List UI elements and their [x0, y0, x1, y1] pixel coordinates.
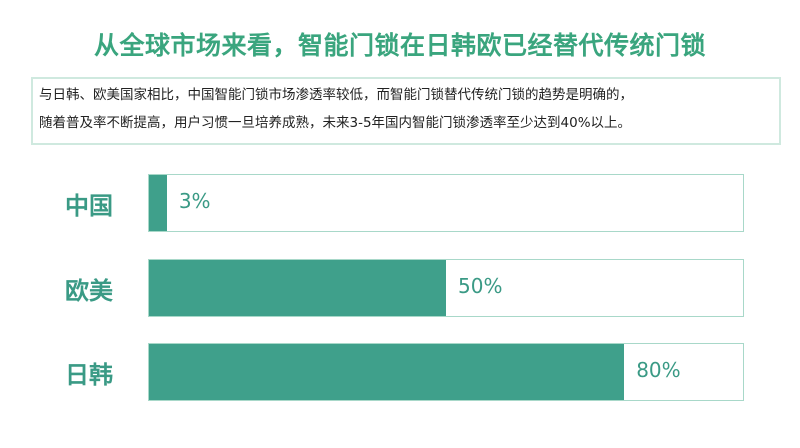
data-label: 50% — [458, 274, 503, 298]
bar-row: 中国 3% — [0, 174, 800, 232]
category-label: 日韩 — [65, 361, 113, 389]
bar-track: 50% — [148, 259, 744, 317]
page-title: 从全球市场来看，智能门锁在日韩欧已经替代传统门锁 — [93, 31, 706, 60]
bar-row: 日韩 80% — [0, 343, 800, 401]
description-box: 与日韩、欧美国家相比，中国智能门锁市场渗透率较低，而智能门锁替代传统门锁的趋势是… — [31, 77, 781, 145]
bar — [149, 344, 625, 400]
data-label: 80% — [636, 358, 681, 382]
data-label: 3% — [178, 189, 211, 213]
category-label: 中国 — [65, 192, 113, 220]
bar — [149, 175, 167, 231]
bar-track: 80% — [148, 343, 744, 401]
bar — [149, 260, 446, 316]
description-line: 与日韩、欧美国家相比，中国智能门锁市场渗透率较低，而智能门锁替代传统门锁的趋势是… — [39, 87, 633, 103]
description-line: 随着普及率不断提高，用户习惯一旦培养成熟，未来3-5年国内智能门锁渗透率至少达到… — [39, 115, 632, 131]
bar-row: 欧美 50% — [0, 259, 800, 317]
bar-track: 3% — [148, 174, 744, 232]
category-label: 欧美 — [65, 277, 113, 305]
